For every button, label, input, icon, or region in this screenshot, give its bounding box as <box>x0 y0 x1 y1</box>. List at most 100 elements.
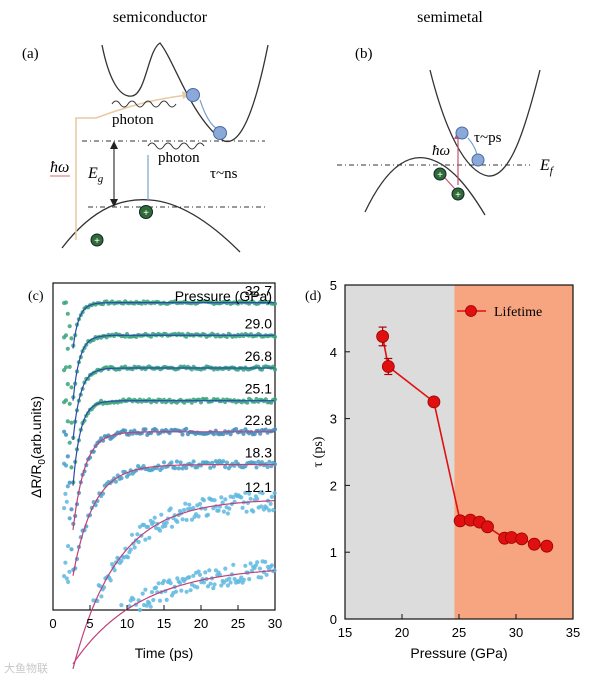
lifetime-point <box>527 537 541 551</box>
trace-pressure-label: 22.8 <box>245 412 272 428</box>
trace-point <box>257 566 262 571</box>
trace-point <box>255 496 260 501</box>
x-tick-label: 20 <box>194 616 208 631</box>
lifetime-point <box>515 532 529 546</box>
trace-point <box>143 427 148 432</box>
trace-point <box>227 506 232 511</box>
fermi-level-label: Ef <box>539 157 555 177</box>
trace-point <box>137 607 143 613</box>
trace-point <box>191 459 196 464</box>
trace-point <box>69 547 74 552</box>
trace-point <box>112 568 117 573</box>
panel-b-title: semimetal <box>417 9 483 26</box>
panel-b-label: (b) <box>355 46 373 62</box>
trace-point <box>99 594 104 599</box>
trace-point <box>234 427 239 432</box>
trace-point <box>65 454 70 459</box>
trace-point <box>177 580 183 585</box>
trace-pressure-label: 12.1 <box>245 479 272 495</box>
lifetime-label-b: τ~ps <box>474 130 502 146</box>
trace-point <box>267 508 272 513</box>
trace-point <box>65 311 70 316</box>
y-tick-label: 5 <box>330 278 337 293</box>
panel-b: semimetal (b) + + τ~ps ħω Ef <box>337 9 555 216</box>
trace-point <box>203 570 208 575</box>
trace-point <box>174 459 179 464</box>
hole-plus: + <box>94 236 100 247</box>
trace-pressure-label: 25.1 <box>245 381 272 397</box>
photon-wiggle-bottom <box>147 142 205 150</box>
lifetime-label-a: τ~ns <box>210 166 238 182</box>
trace-point <box>224 460 229 465</box>
trace-point <box>188 588 193 593</box>
legend-marker-icon <box>465 305 477 317</box>
trace-point <box>69 465 74 470</box>
photon-energy-label-b: ħω <box>432 143 450 159</box>
hole-icon <box>433 167 447 181</box>
trace-point <box>196 569 201 574</box>
photon-label-top: photon <box>112 112 154 128</box>
trace-point <box>197 572 203 578</box>
trace-point <box>67 440 72 445</box>
trace-point <box>67 324 72 329</box>
trace-point <box>225 511 230 516</box>
trace-point <box>157 598 163 603</box>
panel-d-ylabel: τ (ps) <box>311 436 326 467</box>
trace-point <box>132 545 137 550</box>
panel-d: (d) 15 20 25 30 35 0 1 2 3 4 5 Lifetime Pressure (… <box>305 278 580 661</box>
trace-point <box>143 537 148 542</box>
x-tick-label: 0 <box>49 616 56 631</box>
trace-fit-line <box>72 334 275 401</box>
trace-point <box>207 568 212 573</box>
trace-point <box>157 528 163 533</box>
trace-point <box>248 561 253 566</box>
trace-point <box>208 465 213 470</box>
trace-point <box>269 563 274 568</box>
x-tick-label: 35 <box>566 625 580 640</box>
trace-point <box>63 463 69 468</box>
trace-point <box>272 491 277 496</box>
x-tick-label: 5 <box>86 616 93 631</box>
gap-arrowhead-top <box>110 141 118 149</box>
trace-point <box>131 597 136 602</box>
gap-arrowhead-bottom <box>110 199 118 207</box>
trace-point <box>223 497 228 502</box>
photon-wiggle-top <box>111 100 177 108</box>
trace-point <box>64 499 69 504</box>
trace-point <box>220 500 225 505</box>
trace-point <box>247 491 252 496</box>
trace-point <box>62 429 67 434</box>
trace-point <box>67 364 72 369</box>
trace-point <box>178 460 183 465</box>
trace-point <box>119 603 124 608</box>
trace-point <box>191 505 196 511</box>
trace-point <box>169 460 174 465</box>
trace-point <box>211 432 216 437</box>
trace-point <box>219 583 224 588</box>
trace-point <box>241 431 246 436</box>
trace-point <box>63 398 69 403</box>
trace-point <box>176 466 181 471</box>
trace-point <box>66 579 71 585</box>
trace-point <box>64 576 69 581</box>
trace-point <box>212 498 217 503</box>
trace-point <box>248 496 253 501</box>
trace-point <box>151 597 156 603</box>
panel-c-marks: 32.7 29.0 26.8 25.1 22.8 18.3 12.1 <box>62 283 278 670</box>
trace-point <box>168 506 173 511</box>
trace-point <box>69 420 74 425</box>
trace-point <box>108 578 113 583</box>
x-tick-label: 20 <box>395 625 409 640</box>
trace-point <box>164 597 169 603</box>
trace-point <box>69 507 74 512</box>
trace-point <box>129 532 135 537</box>
watermark-text: 大鱼物联 <box>4 663 48 675</box>
trace-point <box>264 505 269 510</box>
panel-d-xlabel: Pressure (GPa) <box>410 645 507 661</box>
electron-icon <box>455 126 469 140</box>
trace-point <box>243 490 248 495</box>
trace-point <box>251 509 256 514</box>
panel-a: semiconductor (a) photon photon + + <box>22 9 269 253</box>
lifetime-point <box>381 360 395 373</box>
trace-fit-line <box>72 431 275 530</box>
